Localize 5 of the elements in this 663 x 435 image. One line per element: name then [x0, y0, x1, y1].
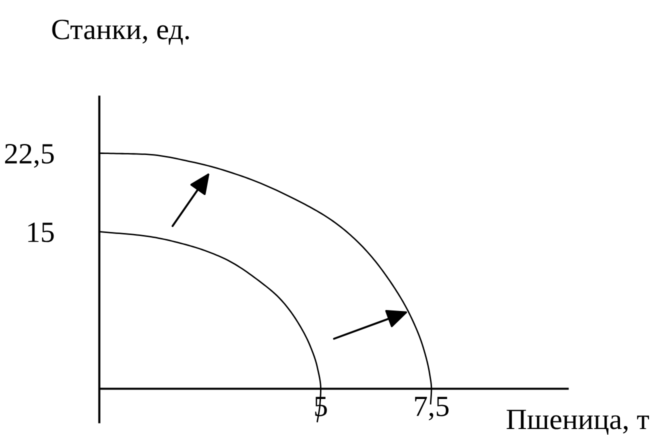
x-axis-title: Пшеница, т [506, 410, 649, 435]
x-tick-label: 7,5 [415, 396, 449, 420]
y-tick-label: 15 [28, 222, 54, 242]
y-axis-title: Станки, ед. [52, 20, 189, 45]
y-tick-label: 22,5 [5, 144, 54, 168]
